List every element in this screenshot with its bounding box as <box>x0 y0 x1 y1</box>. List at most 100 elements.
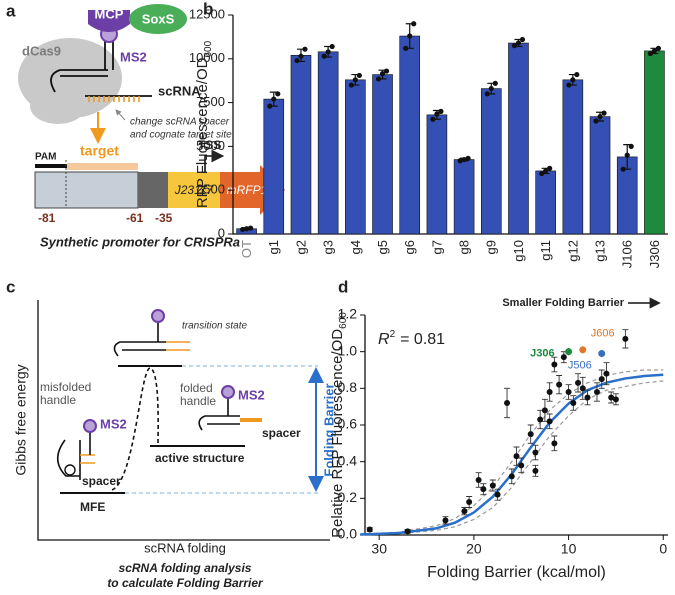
j23117-box <box>168 172 220 208</box>
note-text: change scRNA spacer <box>130 117 230 128</box>
data-point <box>575 379 582 386</box>
axes <box>37 300 330 541</box>
data-point <box>546 418 553 425</box>
barrier-label: Folding Barrier <box>321 383 336 476</box>
bar <box>317 51 339 235</box>
position-label: -81 <box>38 211 56 225</box>
y-axis-label-sub: 600 <box>338 312 349 329</box>
x-tick-label: J106 <box>620 240 635 268</box>
rna-cartoon <box>64 464 76 476</box>
data-point <box>560 354 567 361</box>
bar <box>453 159 475 235</box>
bar <box>508 42 529 235</box>
tss-label: TSS <box>198 138 221 152</box>
replicate-dot <box>547 165 553 171</box>
spacer-label: spacer <box>82 474 121 488</box>
replicate-dot <box>651 48 658 54</box>
note-arrow <box>115 109 126 121</box>
replicate-dot <box>570 77 576 83</box>
replicate-dot <box>239 226 246 233</box>
replicate-dot <box>484 91 490 97</box>
soxs-shape <box>129 4 187 34</box>
replicate-dot <box>356 72 362 79</box>
replicate-dot <box>601 110 607 116</box>
bar <box>372 74 393 235</box>
data-point <box>461 508 468 515</box>
panel-letter: d <box>338 277 348 296</box>
replicate-dot <box>438 108 444 114</box>
replicate-dot <box>574 71 580 78</box>
replicate-dot <box>379 71 386 77</box>
replicate-dot <box>302 46 308 52</box>
data-point <box>508 473 515 480</box>
replicate-dot <box>624 152 630 158</box>
transition-label: transition state <box>182 321 247 332</box>
x-tick-label: g13 <box>592 240 607 262</box>
data-point <box>466 499 473 505</box>
core-region <box>138 172 168 208</box>
data-point <box>598 376 605 383</box>
y-axis-label: RFP Fluorescence/OD600 <box>194 40 214 208</box>
data-point <box>537 416 544 423</box>
data-point <box>504 400 511 406</box>
mcp-shape <box>88 10 130 32</box>
bar <box>589 116 611 235</box>
bar <box>480 88 502 235</box>
y-tick-label: 0 <box>218 225 225 240</box>
target-label: target <box>80 143 119 159</box>
rna-cartoon <box>151 309 165 323</box>
replicate-dot <box>515 40 522 46</box>
replicate-dot <box>383 68 390 74</box>
replicate-dot <box>267 103 273 109</box>
replicate-dot <box>539 170 545 177</box>
y-tick-label: 0.6 <box>338 416 358 432</box>
ci-lower <box>360 380 664 536</box>
rna-cartoon <box>56 439 81 480</box>
x-axis-label: scRNA folding <box>144 540 226 555</box>
data-point <box>579 385 586 392</box>
dcas9-lobe <box>30 88 86 124</box>
x-tick-label: g8 <box>457 240 472 254</box>
r-squared: R2 = 0.81 <box>378 329 445 348</box>
y-tick-label: 2500 <box>196 182 225 197</box>
panel-a: a dCas9 MCP SoxS MS2 scRNA change scRNA … <box>6 1 285 249</box>
replicate-dot <box>352 77 358 83</box>
replicate-dot <box>511 43 518 49</box>
replicate-dot <box>325 49 331 55</box>
bar <box>263 98 285 235</box>
r-squared-symbol: R <box>378 331 390 348</box>
dcas9-label: dCas9 <box>22 43 61 58</box>
bar <box>644 50 665 235</box>
target-bar <box>67 163 138 170</box>
x-tick-label: 20 <box>466 541 482 557</box>
data-point <box>532 467 539 474</box>
x-tick-label: g2 <box>293 240 308 254</box>
rna-cartoon <box>198 415 240 431</box>
y-axis-label: Gibbs free energy <box>13 364 29 475</box>
x-axis-label: Folding Barrier (kcal/mol) <box>427 564 606 581</box>
x-tick-label: 0 <box>659 541 667 557</box>
replicate-dot <box>411 21 417 27</box>
data-point <box>541 407 548 414</box>
replicate-dot <box>298 53 304 59</box>
scrna-handle <box>50 69 108 93</box>
x-tick-label: g3 <box>321 240 336 254</box>
data-point <box>565 389 572 395</box>
spacer-label: spacer <box>262 426 301 440</box>
panel-c: c Gibbs free energy scRNA folding scRNA … <box>6 277 336 590</box>
replicate-dot <box>243 226 250 232</box>
rna-cartoon <box>166 341 190 351</box>
y-tick-label: 1.2 <box>338 306 358 322</box>
x-tick-label: g10 <box>511 240 526 262</box>
data-point <box>366 526 373 533</box>
mcp-label: MCP <box>95 6 124 21</box>
replicate-dot <box>488 85 494 92</box>
data-point <box>551 361 558 368</box>
y-axis-label: Relative RFP Fluorescence/OD600 <box>329 312 349 538</box>
x-tick-label: g6 <box>402 240 417 254</box>
r-squared-value: = 0.81 <box>400 331 445 348</box>
y-tick-label: 10000 <box>189 50 225 65</box>
data-point <box>556 381 563 388</box>
rna-cartoon <box>83 419 97 433</box>
replicate-dot <box>407 33 413 39</box>
